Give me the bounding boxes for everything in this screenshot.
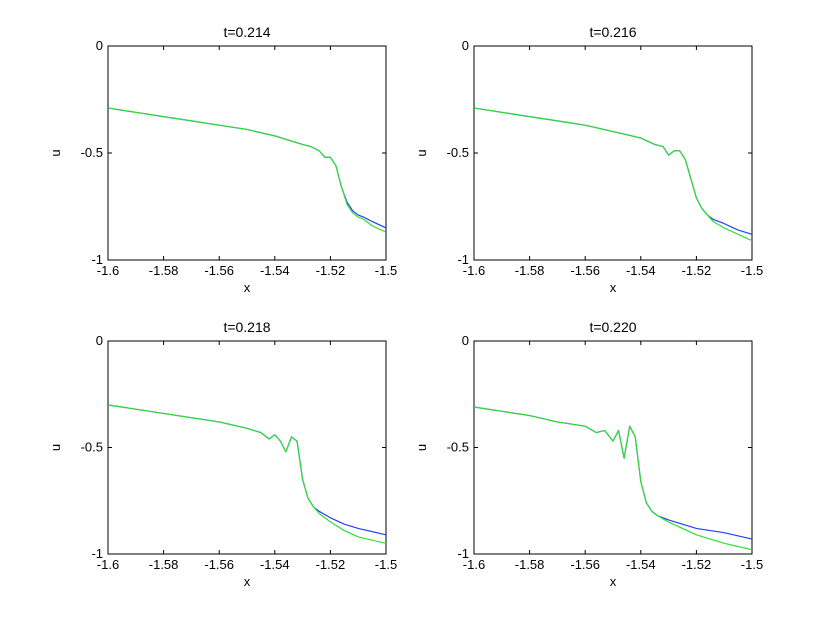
plot-frame [107, 340, 387, 555]
y-tick-label: 0 [462, 333, 469, 348]
x-tick-label: -1.58 [515, 263, 545, 278]
plot-frame [473, 340, 753, 555]
subplot-title: t=0.218 [223, 319, 270, 335]
y-axis-label: u [414, 149, 429, 156]
x-tick-label: -1.6 [97, 263, 119, 278]
x-tick-label: -1.5 [741, 557, 763, 572]
x-tick-label: -1.5 [375, 263, 397, 278]
x-tick-label: -1.5 [741, 263, 763, 278]
y-tick-label: -1 [91, 546, 103, 561]
x-tick-label: -1.56 [204, 263, 234, 278]
plot-frame [107, 45, 387, 261]
y-axis-label: u [48, 149, 63, 156]
y-tick-label: -0.5 [81, 145, 103, 160]
subplot-2: -1.6 -1.58 -1.56 -1.54 -1.52 -1.5 -1 -0.5 0 t=0.2… [414, 24, 763, 295]
y-tick-label: 0 [96, 333, 103, 348]
subplot-3: -1.6 -1.58 -1.56 -1.54 -1.52 -1.5 -1 -0.5 0 t=0.2… [48, 319, 397, 589]
x-tick-label: -1.58 [149, 263, 179, 278]
x-tick-label: -1.54 [626, 557, 656, 572]
x-tick-label: -1.58 [515, 557, 545, 572]
x-tick-label: -1.52 [682, 263, 712, 278]
series-line-2 [473, 107, 753, 242]
y-tick-label: 0 [96, 38, 103, 53]
x-axis-label: x [244, 574, 251, 589]
x-axis-label: x [610, 280, 617, 295]
x-tick-label: -1.54 [260, 263, 290, 278]
y-tick-label: -0.5 [81, 440, 103, 455]
series-line-2 [107, 404, 387, 544]
x-tick-label: -1.6 [463, 263, 485, 278]
x-tick-label: -1.54 [626, 263, 656, 278]
x-tick-label: -1.5 [375, 557, 397, 572]
y-tick-label: -0.5 [447, 440, 469, 455]
x-tick-label: -1.52 [316, 557, 346, 572]
y-tick-label: 0 [462, 38, 469, 53]
y-axis-label: u [48, 444, 63, 451]
y-tick-label: -1 [457, 546, 469, 561]
subplot-title: t=0.216 [589, 24, 636, 40]
x-tick-label: -1.52 [316, 263, 346, 278]
x-tick-label: -1.52 [682, 557, 712, 572]
subplot-1: -1.6 -1.58 -1.56 -1.54 -1.52 -1.5 -1 -0.5 0 t=0.2… [48, 24, 397, 295]
subplot-title: t=0.220 [589, 319, 636, 335]
subplot-title: t=0.214 [223, 24, 270, 40]
y-tick-label: -0.5 [447, 145, 469, 160]
x-tick-label: -1.56 [570, 557, 600, 572]
x-tick-label: -1.6 [97, 557, 119, 572]
subplot-4: -1.6 -1.58 -1.56 -1.54 -1.52 -1.5 -1 -0.5 0 t=0.2… [414, 319, 763, 589]
series-line-2 [107, 107, 387, 233]
x-tick-label: -1.6 [463, 557, 485, 572]
x-tick-label: -1.56 [570, 263, 600, 278]
plot-frame [473, 45, 753, 261]
x-tick-label: -1.56 [204, 557, 234, 572]
x-axis-label: x [244, 280, 251, 295]
y-tick-label: -1 [91, 252, 103, 267]
series-line-2 [473, 406, 753, 551]
y-tick-label: -1 [457, 252, 469, 267]
y-axis-label: u [414, 444, 429, 451]
x-axis-label: x [610, 574, 617, 589]
x-tick-label: -1.54 [260, 557, 290, 572]
x-tick-label: -1.58 [149, 557, 179, 572]
